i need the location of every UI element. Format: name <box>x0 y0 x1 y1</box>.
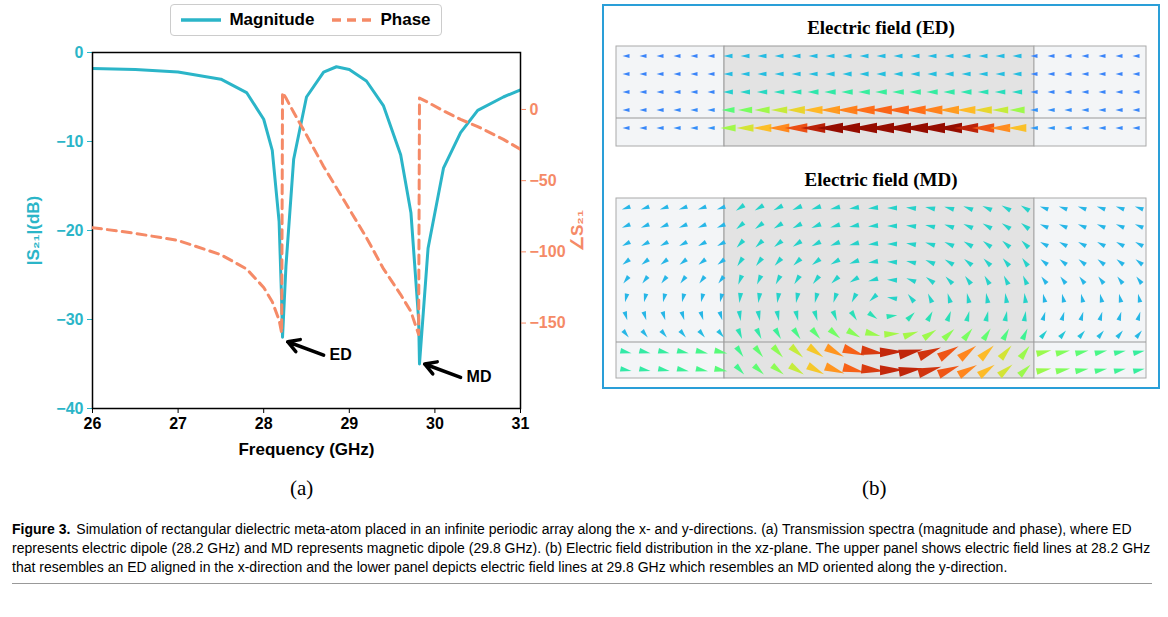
html-text:Magnitude: Magnitude <box>229 10 315 29</box>
svg-text:−100: −100 <box>530 243 566 260</box>
svg-text:28: 28 <box>255 415 273 432</box>
svg-text:27: 27 <box>169 415 187 432</box>
svg-text:∠S₂₁: ∠S₂₁ <box>568 210 587 251</box>
svg-text:0: 0 <box>530 101 539 118</box>
svg-text:26: 26 <box>84 415 102 432</box>
svg-text:29: 29 <box>340 415 358 432</box>
svg-text:−50: −50 <box>530 172 557 189</box>
svg-text:−10: −10 <box>56 133 83 150</box>
svg-text:0: 0 <box>75 44 84 61</box>
svg-text:ED: ED <box>330 346 352 363</box>
svg-text:Frequency (GHz): Frequency (GHz) <box>238 440 374 459</box>
html-text:(b): (b) <box>862 476 887 500</box>
svg-text:Electric field (ED): Electric field (ED) <box>807 17 955 39</box>
svg-text:−150: −150 <box>530 314 566 331</box>
svg-text:MD: MD <box>467 368 492 385</box>
html-text:Figure 3. Simulation of rectan: Figure 3. Simulation of rectangular diel… <box>12 521 1151 575</box>
svg-text:31: 31 <box>512 415 530 432</box>
svg-text:−30: −30 <box>56 311 83 328</box>
svg-text:|S₂₁|(dB): |S₂₁|(dB) <box>24 196 43 265</box>
svg-text:−40: −40 <box>56 400 83 417</box>
svg-text:−20: −20 <box>56 222 83 239</box>
html-text:Phase: Phase <box>380 10 431 29</box>
svg-text:30: 30 <box>426 415 444 432</box>
html-text:(a): (a) <box>290 476 314 500</box>
svg-text:Electric field (MD): Electric field (MD) <box>805 169 958 191</box>
